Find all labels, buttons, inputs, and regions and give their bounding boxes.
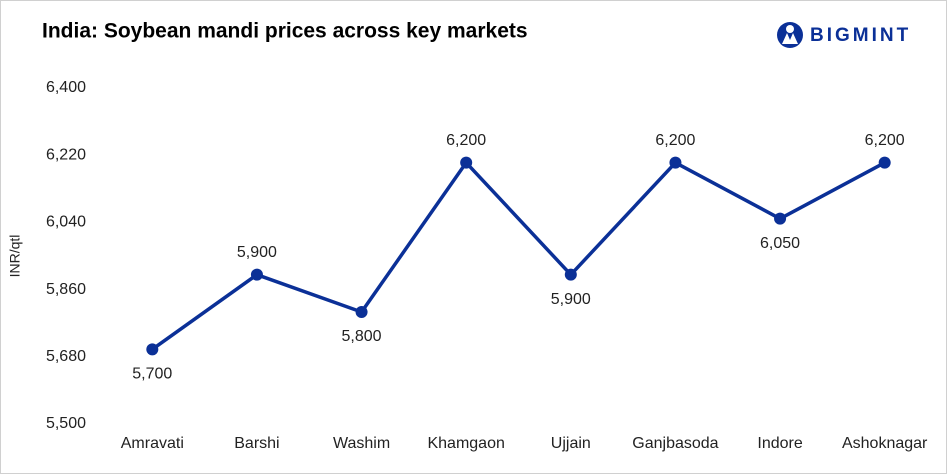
y-tick-label: 6,400 (46, 79, 86, 96)
x-tick-label: Ashoknagar (842, 435, 928, 452)
logo-icon-head (786, 25, 794, 33)
point (250, 268, 263, 281)
data-label: 6,200 (655, 132, 695, 149)
y-tick-label: 6,220 (46, 146, 86, 163)
point (878, 156, 891, 169)
y-tick-label: 5,680 (46, 348, 86, 365)
y-tick-label: 5,860 (46, 281, 86, 298)
x-tick-label: Indore (757, 435, 802, 452)
logo-icon-body (782, 33, 798, 44)
data-label: 6,200 (446, 132, 486, 149)
data-label: 6,050 (760, 235, 800, 252)
point (774, 212, 787, 225)
chart-title: India: Soybean mandi prices across key m… (42, 20, 528, 43)
point (460, 156, 473, 169)
point (564, 268, 577, 281)
data-label: 5,800 (342, 328, 382, 345)
y-tick-label: 6,040 (46, 214, 86, 231)
point (355, 306, 368, 318)
line (151, 160, 886, 351)
data-label: 5,900 (237, 244, 277, 261)
point (146, 343, 159, 356)
x-tick-label: Barshi (234, 435, 279, 452)
x-tick-label: Washim (333, 435, 390, 452)
point (669, 156, 682, 169)
x-tick-label: Amravati (121, 435, 184, 452)
y-tick-label: 5,500 (46, 415, 86, 432)
y-axis-label: INR/qtl (7, 235, 23, 278)
x-tick-label: Khamgaon (427, 435, 504, 452)
data-label: 5,700 (132, 366, 172, 383)
logo: BIGMINT (777, 22, 911, 48)
data-label: 6,200 (865, 132, 905, 149)
logo-text: BIGMINT (810, 25, 911, 46)
data-label: 5,900 (551, 291, 591, 308)
x-tick-label: Ujjain (551, 435, 591, 452)
x-tick-label: Ganjbasoda (632, 435, 718, 452)
